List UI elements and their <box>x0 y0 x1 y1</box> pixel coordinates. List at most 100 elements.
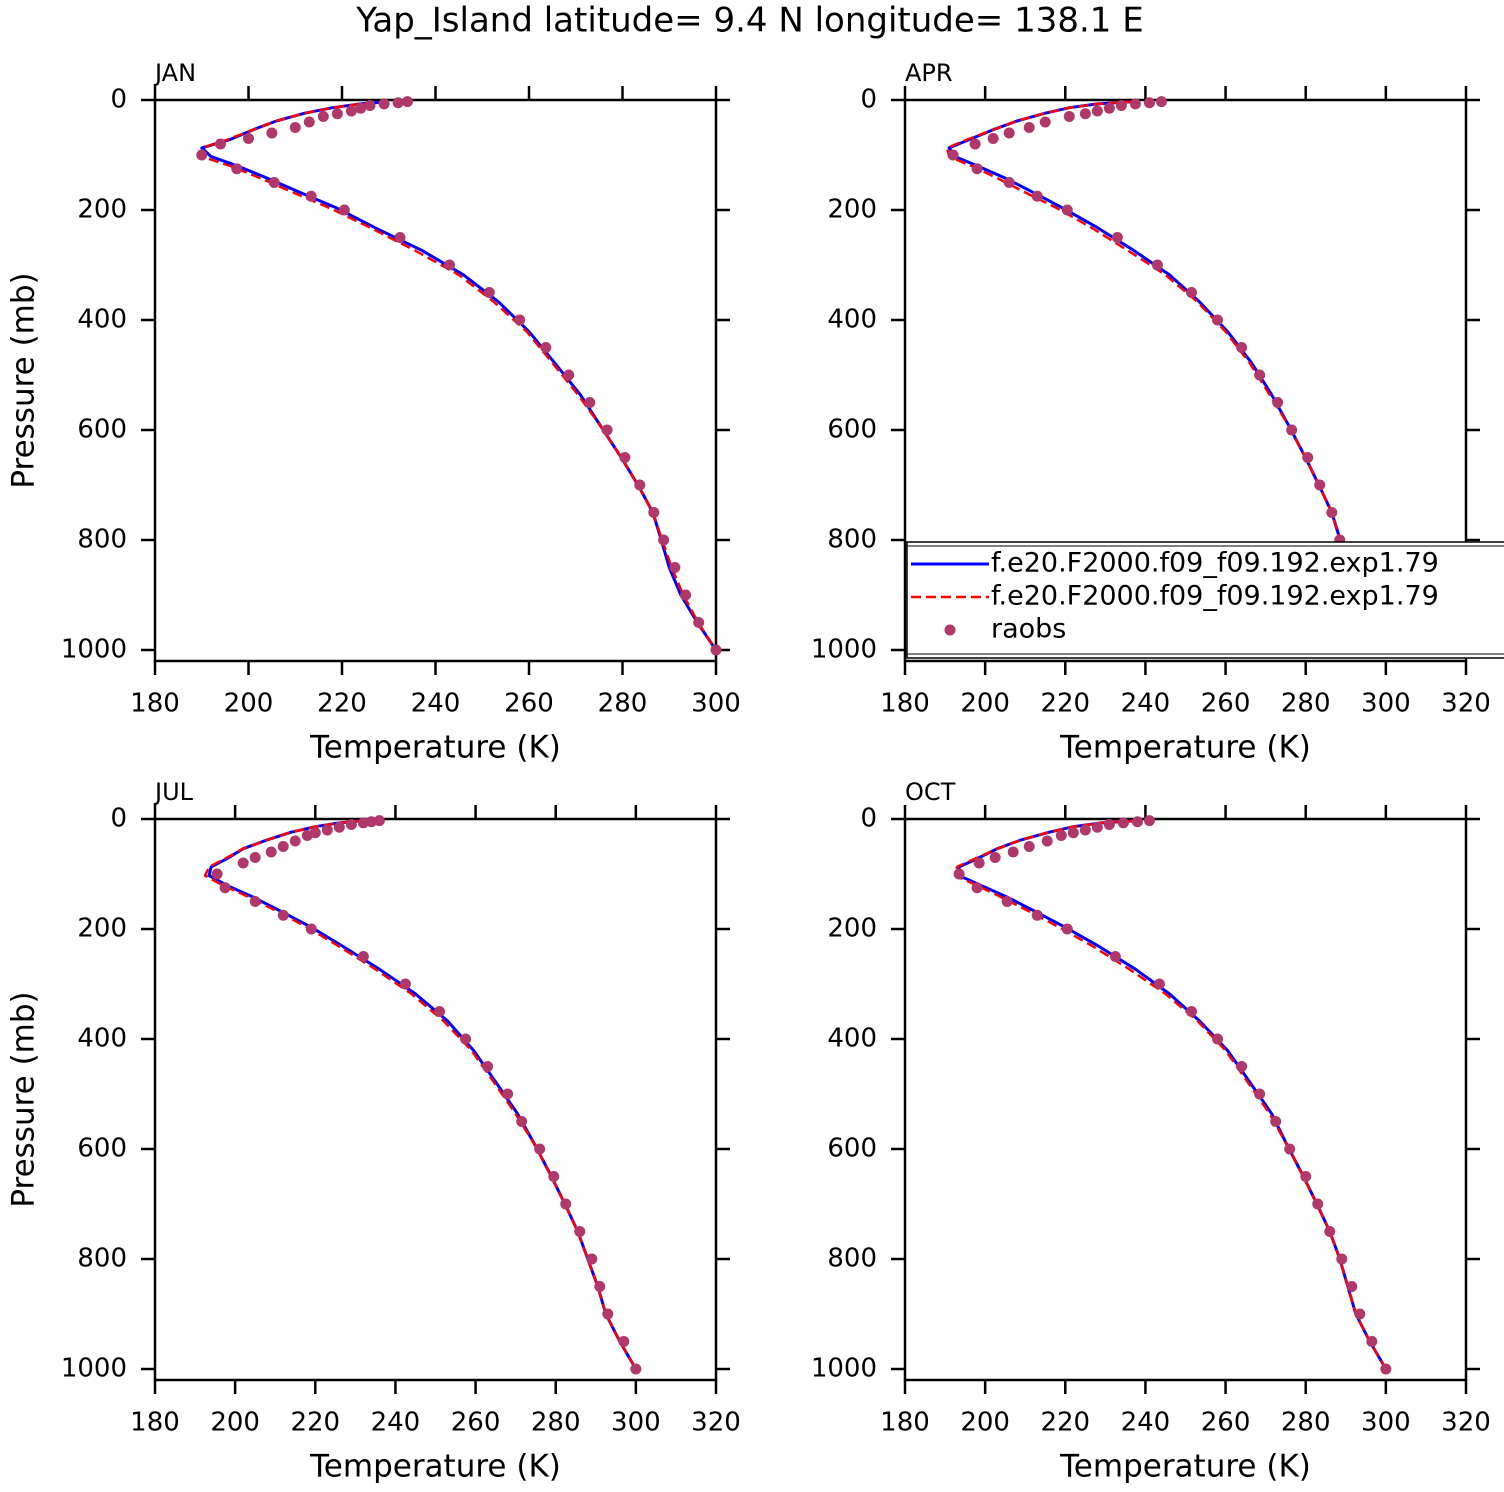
x-tick-label: 240 <box>1121 689 1171 719</box>
data-point <box>1007 846 1019 858</box>
data-point <box>540 342 552 353</box>
data-point <box>196 149 208 161</box>
data-point <box>1155 96 1167 108</box>
data-point <box>1143 815 1155 827</box>
data-point <box>345 105 357 117</box>
data-point <box>394 232 406 243</box>
y-tick-label: 1000 <box>61 1354 127 1384</box>
data-point <box>634 479 646 491</box>
data-point <box>574 1226 586 1237</box>
data-point <box>301 830 313 841</box>
x-axis-title: Temperature (K) <box>1059 1449 1311 1485</box>
data-point <box>1314 479 1326 491</box>
panel-title: JAN <box>153 59 196 87</box>
profile-line <box>207 819 638 1370</box>
data-point <box>482 1061 494 1072</box>
data-point <box>584 397 596 408</box>
y-tick-label: 200 <box>77 195 127 225</box>
data-point <box>1041 835 1053 847</box>
data-point <box>1254 369 1266 381</box>
plot-frame <box>903 98 1468 663</box>
y-tick-label: 400 <box>827 305 877 335</box>
data-point <box>317 111 329 122</box>
data-point <box>1212 1033 1224 1045</box>
data-point <box>516 1116 528 1127</box>
data-point <box>1312 1198 1324 1210</box>
y-tick-label: 600 <box>77 415 127 445</box>
y-tick-label: 1000 <box>811 635 877 665</box>
x-tick-label: 220 <box>1040 1408 1090 1438</box>
data-point <box>953 868 965 880</box>
x-tick-label: 300 <box>1361 689 1411 719</box>
x-axis-title: Temperature (K) <box>1059 730 1311 766</box>
data-point <box>680 589 692 601</box>
data-point <box>1063 111 1075 122</box>
data-point <box>1300 1171 1312 1182</box>
x-tick-label: 280 <box>1281 689 1331 719</box>
y-tick-label: 0 <box>110 85 127 115</box>
data-point <box>586 1253 598 1265</box>
data-point <box>1003 127 1015 139</box>
data-point <box>618 1336 630 1347</box>
x-tick-label: 200 <box>960 1408 1010 1438</box>
y-tick-label: 0 <box>860 85 877 115</box>
data-point <box>373 815 385 827</box>
data-point <box>1380 1363 1392 1375</box>
data-point <box>1346 1281 1358 1292</box>
figure-title: Yap_Island latitude= 9.4 N longitude= 13… <box>355 1 1143 41</box>
data-point <box>331 108 343 120</box>
data-point <box>1061 204 1073 216</box>
x-tick-label: 320 <box>691 1408 741 1438</box>
x-tick-label: 260 <box>504 689 554 719</box>
data-point <box>333 821 345 833</box>
data-point <box>1143 97 1155 109</box>
plot-frame <box>153 98 718 663</box>
data-point <box>277 841 289 852</box>
y-tick-label: 1000 <box>61 635 127 665</box>
data-point <box>989 852 1001 863</box>
y-tick-label: 800 <box>77 1244 127 1274</box>
x-tick-label: 180 <box>880 1408 930 1438</box>
data-point <box>1186 1006 1198 1017</box>
data-point <box>1061 923 1073 935</box>
x-axis-title: Temperature (K) <box>309 1449 561 1485</box>
data-point <box>1324 1226 1336 1237</box>
y-tick-label: 600 <box>827 1134 877 1164</box>
data-point <box>1039 116 1051 128</box>
data-point <box>1091 105 1103 117</box>
y-tick-label: 400 <box>77 305 127 335</box>
x-tick-label: 240 <box>411 689 461 719</box>
data-point <box>211 868 223 880</box>
x-tick-label: 200 <box>224 689 274 719</box>
y-tick-label: 200 <box>827 914 877 944</box>
data-point <box>249 852 261 863</box>
data-point <box>971 882 983 894</box>
data-point <box>1003 177 1015 188</box>
x-tick-label: 220 <box>290 1408 340 1438</box>
data-point <box>277 909 289 921</box>
y-tick-label: 800 <box>827 525 877 555</box>
data-point <box>214 138 226 150</box>
x-axis-title: Temperature (K) <box>309 730 561 766</box>
data-point <box>1091 821 1103 833</box>
data-point <box>669 562 681 573</box>
data-point <box>1272 397 1284 408</box>
data-point <box>289 835 301 847</box>
x-tick-label: 200 <box>960 689 1010 719</box>
data-point <box>947 149 959 161</box>
data-point <box>619 452 631 463</box>
data-point <box>1079 824 1091 836</box>
data-point <box>1254 1088 1266 1100</box>
data-point <box>594 1281 606 1292</box>
data-point <box>1302 452 1314 463</box>
data-point <box>266 127 278 139</box>
x-tick-label: 220 <box>1040 689 1090 719</box>
data-point <box>265 846 277 858</box>
data-point <box>1115 100 1127 111</box>
data-point <box>483 287 495 298</box>
data-point <box>1186 287 1198 298</box>
data-point <box>563 369 575 381</box>
data-point <box>710 644 722 656</box>
data-point <box>1270 1116 1282 1127</box>
